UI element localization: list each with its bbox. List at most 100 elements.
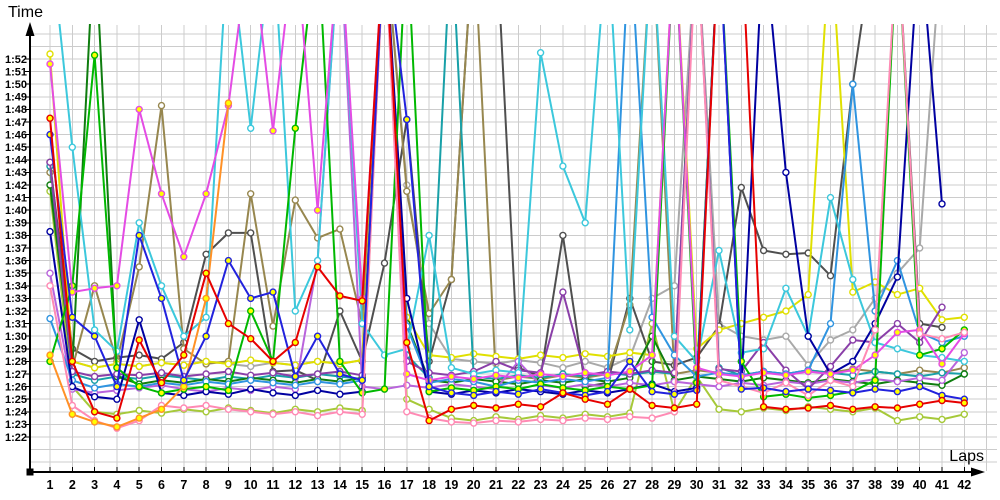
data-point [113,423,121,431]
data-point [514,390,522,398]
x-tick-label: 30 [690,478,704,492]
data-point [46,158,54,167]
data-point [180,253,188,261]
y-tick-label: 1:27 [5,369,27,381]
x-tick-label: 36 [824,478,838,492]
data-point [46,282,54,290]
data-point [180,361,188,369]
data-point [782,307,790,315]
data-point [938,323,946,332]
data-point [135,219,143,227]
data-point [804,391,812,400]
data-point [849,288,857,296]
data-point [224,367,233,376]
x-tick-label: 5 [136,478,143,492]
y-tick-label: 1:48 [5,104,27,116]
data-point [938,369,946,377]
series-markers-red [46,114,968,425]
data-point [447,275,456,284]
x-tick-label: 32 [734,478,748,492]
data-point [135,371,143,379]
data-point [336,225,344,233]
data-point [603,371,612,379]
data-point [559,162,567,170]
data-point [626,357,634,366]
data-point [514,400,522,408]
data-point [313,332,322,340]
data-point [113,282,121,290]
data-point [425,382,433,391]
data-point [536,403,545,411]
x-tick-label: 39 [890,478,904,492]
x-tick-label: 24 [556,478,570,492]
series-line-orchid [49,24,966,394]
y-tick-label: 1:30 [5,331,27,343]
data-point [871,326,879,334]
y-tick-label: 1:50 [5,79,27,91]
data-point [291,124,299,133]
data-point [90,51,99,59]
data-point [224,405,233,413]
data-point [135,362,143,371]
data-point [916,400,924,408]
data-point [447,389,456,397]
data-point [202,332,210,340]
y-tick-label: 1:33 [5,293,27,305]
y-tick-label: 1:43 [5,167,27,179]
data-point [626,413,634,421]
x-tick-label: 6 [158,478,165,492]
y-tick-label: 1:29 [5,344,27,356]
data-point [648,387,656,396]
data-point [224,386,233,395]
data-point [202,294,210,303]
x-tick-label: 38 [868,478,882,492]
data-point [246,408,255,416]
data-point [313,206,322,214]
data-point [492,387,500,396]
data-point [202,313,210,321]
data-point [849,389,857,397]
x-tick-label: 19 [444,478,458,492]
series-line-steelblue [49,24,965,389]
data-point [157,294,166,303]
data-point [313,386,322,395]
data-point [224,319,233,328]
data-point [68,143,77,151]
data-point [202,357,210,366]
data-point [670,390,679,398]
data-point [715,376,723,384]
series-markers-orange [46,99,233,431]
data-point [135,105,143,114]
data-point [180,332,188,340]
x-tick-label: 29 [667,478,681,492]
data-point [246,362,255,371]
data-point [68,382,77,391]
data-point [960,313,968,321]
x-tick-label: 18 [422,478,436,492]
data-point [826,362,835,371]
data-point [581,414,589,422]
data-point [893,328,902,337]
data-point [470,375,478,383]
data-point [46,50,54,58]
y-tick-label: 1:42 [5,180,27,192]
data-point [157,379,166,387]
data-point [581,219,589,227]
data-point [826,370,835,378]
data-point [782,379,790,387]
x-tick-label: 41 [935,478,949,492]
x-tick-label: 15 [355,478,369,492]
y-tick-label: 1:41 [5,192,27,204]
data-point [403,115,411,124]
data-point [157,405,166,413]
axis-ticks [25,58,965,472]
data-point [759,313,768,321]
x-tick-label: 14 [333,478,347,492]
series-group [46,24,968,432]
y-tick-label: 1:46 [5,129,27,141]
data-point [849,366,857,374]
data-point [581,350,589,358]
data-point [470,419,478,427]
data-point [358,410,366,418]
data-point [291,196,299,204]
